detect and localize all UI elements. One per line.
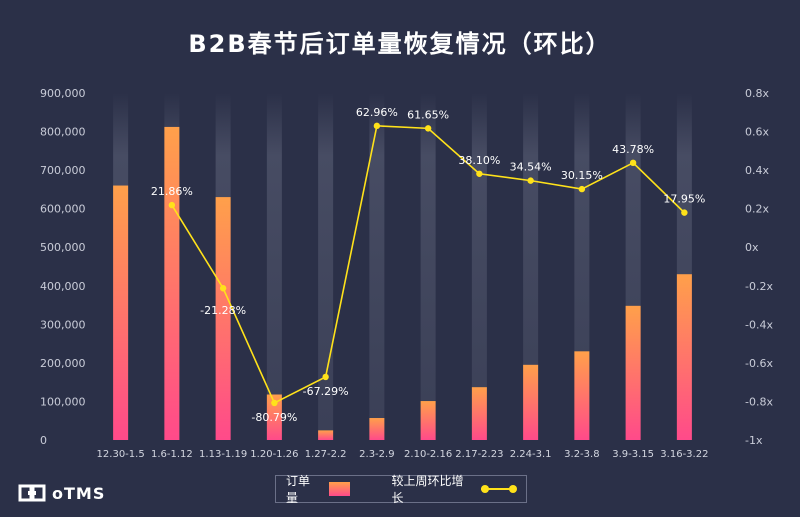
ratio-point [527,177,534,184]
x-tick-label: 2.17-2.23 [455,449,503,460]
bar-background [471,93,487,440]
y-left-tick-label: 500,000 [40,241,86,254]
otms-logo-icon [18,484,46,502]
ratio-label: 62.96% [356,106,398,119]
x-tick-label: 3.9-3.15 [612,449,654,460]
y-right-tick-label: 0x [745,241,759,254]
ratio-point [271,399,278,407]
legend-item-bar: 订单量 [286,472,351,506]
order-bar [420,401,436,440]
x-tick-label: 1.13-1.19 [199,449,247,460]
legend: 订单量 较上周环比增长 [275,472,527,506]
y-right-tick-label: -0.6x [745,357,773,370]
legend-line-swatch [481,482,518,496]
bar-background [266,93,282,440]
y-left-tick-label: 200,000 [40,357,86,370]
ratio-label: -67.29% [303,385,349,398]
order-bar [113,185,129,440]
bar-background [369,93,385,440]
ratio-label: 43.78% [612,143,654,156]
y-left-tick-label: 900,000 [40,87,86,100]
ratio-point [373,122,381,130]
order-bar [574,351,590,440]
y-right-tick-label: 0.6x [745,126,769,139]
y-right-tick-label: -0.4x [745,318,773,331]
ratio-label: -21.28% [200,304,246,317]
ratio-label: 34.54% [510,161,552,174]
order-bar [471,387,487,440]
ratio-label: 17.95% [663,193,705,206]
y-right-tick-label: 0.4x [745,164,769,177]
x-tick-label: 2.10-2.16 [404,449,452,460]
x-tick-label: 1.20-1.26 [250,449,298,460]
order-bar [523,364,539,440]
ratio-label: 21.86% [151,185,193,198]
ratio-point [168,201,176,209]
order-bar [266,394,282,440]
chart-title: B2B春节后订单量恢复情况（环比） [188,30,612,58]
y-right-tick-label: -1x [745,434,763,447]
y-left-tick-label: 800,000 [40,126,86,139]
ratio-point [578,185,586,193]
x-tick-label: 12.30-1.5 [97,449,145,460]
y-right-tick-label: 0.2x [745,203,769,216]
y-left-tick-label: 100,000 [40,395,86,408]
legend-item-line: 较上周环比增长 [391,472,518,506]
x-tick-label: 3.16-3.22 [660,449,708,460]
ratio-label: 61.65% [407,108,449,121]
bar-background [420,93,436,440]
brand-name: oTMS [52,483,106,503]
ratio-point [219,285,227,292]
order-bar [215,197,231,440]
brand-logo: oTMS [18,481,105,505]
x-tick-label: 3.2-3.8 [564,449,599,460]
order-bar [625,305,641,440]
ratio-label: 30.15% [561,169,603,182]
y-left-tick-label: 300,000 [40,318,86,331]
ratio-point [629,159,637,167]
order-bar [369,418,385,440]
ratio-point [476,170,483,177]
ratio-point [322,373,329,381]
y-right-tick-label: 0.8x [745,87,769,100]
legend-bar-swatch [328,482,351,496]
y-left-tick-label: 700,000 [40,164,86,177]
ratio-point [424,125,432,132]
order-bar [318,430,334,440]
order-bar [676,274,692,440]
x-tick-label: 1.27-2.2 [305,449,347,460]
order-bar [164,126,180,440]
x-tick-label: 2.3-2.9 [359,449,394,460]
x-tick-label: 2.24-3.1 [510,449,552,460]
bar-background [318,93,334,440]
y-right-tick-label: -0.2x [745,280,773,293]
y-left-tick-label: 0 [40,434,47,447]
ratio-label: 38.10% [458,154,500,167]
y-left-tick-label: 400,000 [40,280,86,293]
legend-bar-label: 订单量 [286,474,311,505]
y-right-tick-label: -0.8x [745,395,773,408]
ratio-point [681,209,688,216]
legend-line-label: 较上周环比增长 [391,474,464,505]
y-left-tick-label: 600,000 [40,203,86,216]
x-tick-label: 1.6-1.12 [151,449,193,460]
ratio-label: -80.79% [251,411,297,424]
